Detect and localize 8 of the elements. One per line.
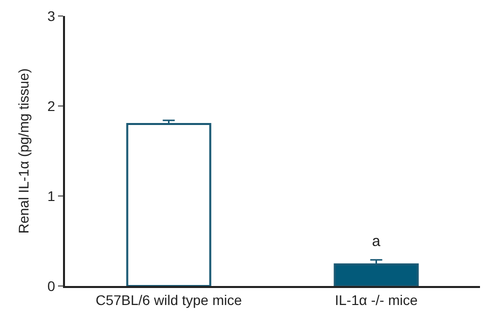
x-tick-label: IL-1α -/- mice [334,292,418,308]
annotation: a [372,233,381,250]
y-axis-title: Renal IL-1α (pg/mg tissue) [16,68,32,234]
y-tick-label: 0 [47,278,56,294]
y-tick-label: 1 [47,188,56,204]
x-tick-label: C57BL/6 wild type mice [96,292,242,308]
y-tick-label: 3 [47,8,56,24]
y-tick-label: 2 [47,98,56,114]
